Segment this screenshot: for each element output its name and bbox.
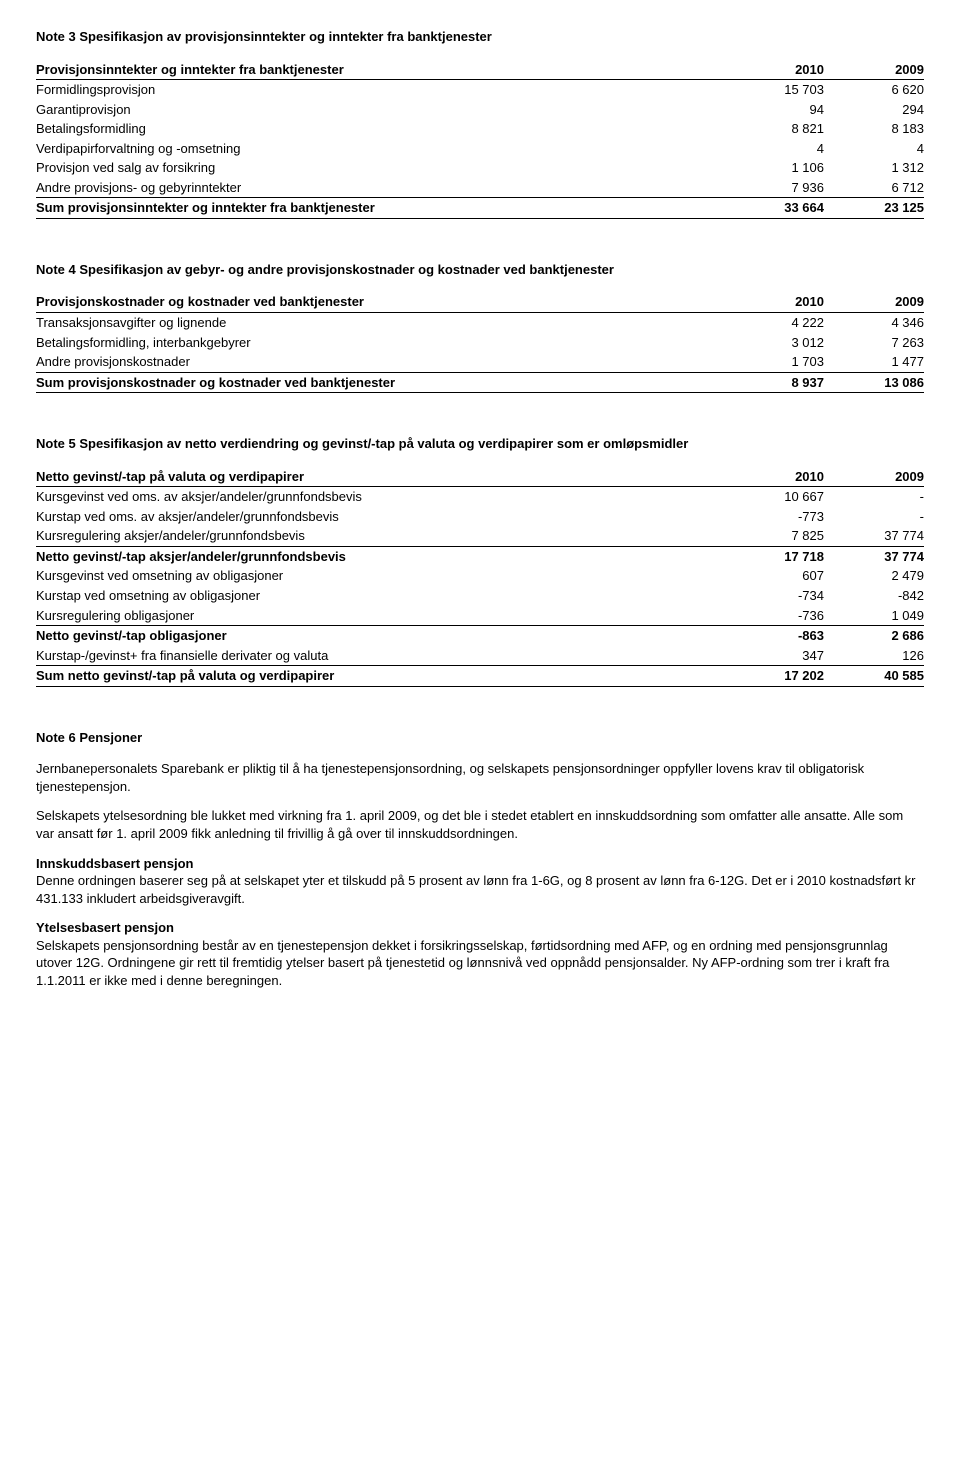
note5-sum-b: 40 585 bbox=[824, 666, 924, 687]
note3-sum-label: Sum provisjonsinntekter og inntekter fra… bbox=[36, 198, 724, 219]
table-row-label: Andre provisjons- og gebyrinntekter bbox=[36, 178, 724, 198]
table-row-val: 1 312 bbox=[824, 158, 924, 178]
note5-sub-b-label: Netto gevinst/-tap obligasjoner bbox=[36, 626, 724, 646]
note5-table: Netto gevinst/-tap på valuta og verdipap… bbox=[36, 467, 924, 687]
note4-title: Note 4 Spesifikasjon av gebyr- og andre … bbox=[36, 261, 924, 279]
table-row-val: 7 263 bbox=[824, 333, 924, 353]
note5-sub-a-b: 37 774 bbox=[824, 546, 924, 566]
note5-col-2010: 2010 bbox=[724, 467, 824, 487]
table-row-val: 4 bbox=[824, 139, 924, 159]
table-row-label: Kurstap ved oms. av aksjer/andeler/grunn… bbox=[36, 507, 724, 527]
note5-col-2009: 2009 bbox=[824, 467, 924, 487]
table-row-val: 8 821 bbox=[724, 119, 824, 139]
table-row-label: Transaksjonsavgifter og lignende bbox=[36, 313, 724, 333]
table-row-val: 4 346 bbox=[824, 313, 924, 333]
table-row-val: 4 bbox=[724, 139, 824, 159]
table-row-val: -736 bbox=[724, 606, 824, 626]
note3-header-label: Provisjonsinntekter og inntekter fra ban… bbox=[36, 60, 724, 80]
note4-sum-b: 13 086 bbox=[824, 372, 924, 393]
table-row-label: Kurstap-/gevinst+ fra finansielle deriva… bbox=[36, 646, 724, 666]
note3-table: Provisjonsinntekter og inntekter fra ban… bbox=[36, 60, 924, 219]
table-row-val: 1 049 bbox=[824, 606, 924, 626]
table-row-val: -842 bbox=[824, 586, 924, 606]
note4-sum-label: Sum provisjonskostnader og kostnader ved… bbox=[36, 372, 724, 393]
note5-sub-b-a: -863 bbox=[724, 626, 824, 646]
note3-title: Note 3 Spesifikasjon av provisjonsinntek… bbox=[36, 28, 924, 46]
table-row-label: Kursregulering obligasjoner bbox=[36, 606, 724, 626]
note6-title: Note 6 Pensjoner bbox=[36, 729, 924, 747]
table-row-val: 126 bbox=[824, 646, 924, 666]
note5-sum-a: 17 202 bbox=[724, 666, 824, 687]
table-row-val: 8 183 bbox=[824, 119, 924, 139]
table-row-val: -734 bbox=[724, 586, 824, 606]
note3-sum-a: 33 664 bbox=[724, 198, 824, 219]
note4-header-label: Provisjonskostnader og kostnader ved ban… bbox=[36, 292, 724, 312]
table-row-label: Garantiprovisjon bbox=[36, 100, 724, 120]
table-row-val: 2 479 bbox=[824, 566, 924, 586]
table-row-val: 3 012 bbox=[724, 333, 824, 353]
table-row-val: - bbox=[824, 507, 924, 527]
table-row-label: Kursgevinst ved oms. av aksjer/andeler/g… bbox=[36, 487, 724, 507]
table-row-label: Andre provisjonskostnader bbox=[36, 352, 724, 372]
table-row-label: Kursregulering aksjer/andeler/grunnfonds… bbox=[36, 526, 724, 546]
note4-col-2010: 2010 bbox=[724, 292, 824, 312]
table-row-label: Betalingsformidling, interbankgebyrer bbox=[36, 333, 724, 353]
note5-sub-b-b: 2 686 bbox=[824, 626, 924, 646]
table-row-val: 94 bbox=[724, 100, 824, 120]
note6-sub2-text: Selskapets pensjonsordning består av en … bbox=[36, 937, 924, 990]
note5-title: Note 5 Spesifikasjon av netto verdiendri… bbox=[36, 435, 924, 453]
note6-sub2-title: Ytelsesbasert pensjon bbox=[36, 919, 924, 937]
table-row-label: Kursgevinst ved omsetning av obligasjone… bbox=[36, 566, 724, 586]
table-row-val: 607 bbox=[724, 566, 824, 586]
table-row-label: Formidlingsprovisjon bbox=[36, 80, 724, 100]
table-row-val: 4 222 bbox=[724, 313, 824, 333]
table-row-val: 15 703 bbox=[724, 80, 824, 100]
note3-col-2009: 2009 bbox=[824, 60, 924, 80]
note5-sum-label: Sum netto gevinst/-tap på valuta og verd… bbox=[36, 666, 724, 687]
table-row-val: 294 bbox=[824, 100, 924, 120]
table-row-val: 1 477 bbox=[824, 352, 924, 372]
note6-paragraph-2: Selskapets ytelsesordning ble lukket med… bbox=[36, 807, 924, 842]
note6-paragraph-1: Jernbanepersonalets Sparebank er pliktig… bbox=[36, 760, 924, 795]
table-row-val: 1 703 bbox=[724, 352, 824, 372]
note5-header-label: Netto gevinst/-tap på valuta og verdipap… bbox=[36, 467, 724, 487]
table-row-val: 7 936 bbox=[724, 178, 824, 198]
note4-col-2009: 2009 bbox=[824, 292, 924, 312]
table-row-val: 6 712 bbox=[824, 178, 924, 198]
note4-table: Provisjonskostnader og kostnader ved ban… bbox=[36, 292, 924, 393]
table-row-val: 347 bbox=[724, 646, 824, 666]
table-row-label: Provisjon ved salg av forsikring bbox=[36, 158, 724, 178]
table-row-val: - bbox=[824, 487, 924, 507]
table-row-label: Kurstap ved omsetning av obligasjoner bbox=[36, 586, 724, 606]
note5-sub-a-label: Netto gevinst/-tap aksjer/andeler/grunnf… bbox=[36, 546, 724, 566]
table-row-val: 1 106 bbox=[724, 158, 824, 178]
table-row-val: 10 667 bbox=[724, 487, 824, 507]
table-row-label: Verdipapirforvaltning og -omsetning bbox=[36, 139, 724, 159]
note5-sub-a-a: 17 718 bbox=[724, 546, 824, 566]
table-row-label: Betalingsformidling bbox=[36, 119, 724, 139]
note3-sum-b: 23 125 bbox=[824, 198, 924, 219]
table-row-val: 37 774 bbox=[824, 526, 924, 546]
note6-sub1-title: Innskuddsbasert pensjon bbox=[36, 855, 924, 873]
note6-sub1-text: Denne ordningen baserer seg på at selska… bbox=[36, 872, 924, 907]
note3-col-2010: 2010 bbox=[724, 60, 824, 80]
table-row-val: -773 bbox=[724, 507, 824, 527]
table-row-val: 7 825 bbox=[724, 526, 824, 546]
note4-sum-a: 8 937 bbox=[724, 372, 824, 393]
table-row-val: 6 620 bbox=[824, 80, 924, 100]
